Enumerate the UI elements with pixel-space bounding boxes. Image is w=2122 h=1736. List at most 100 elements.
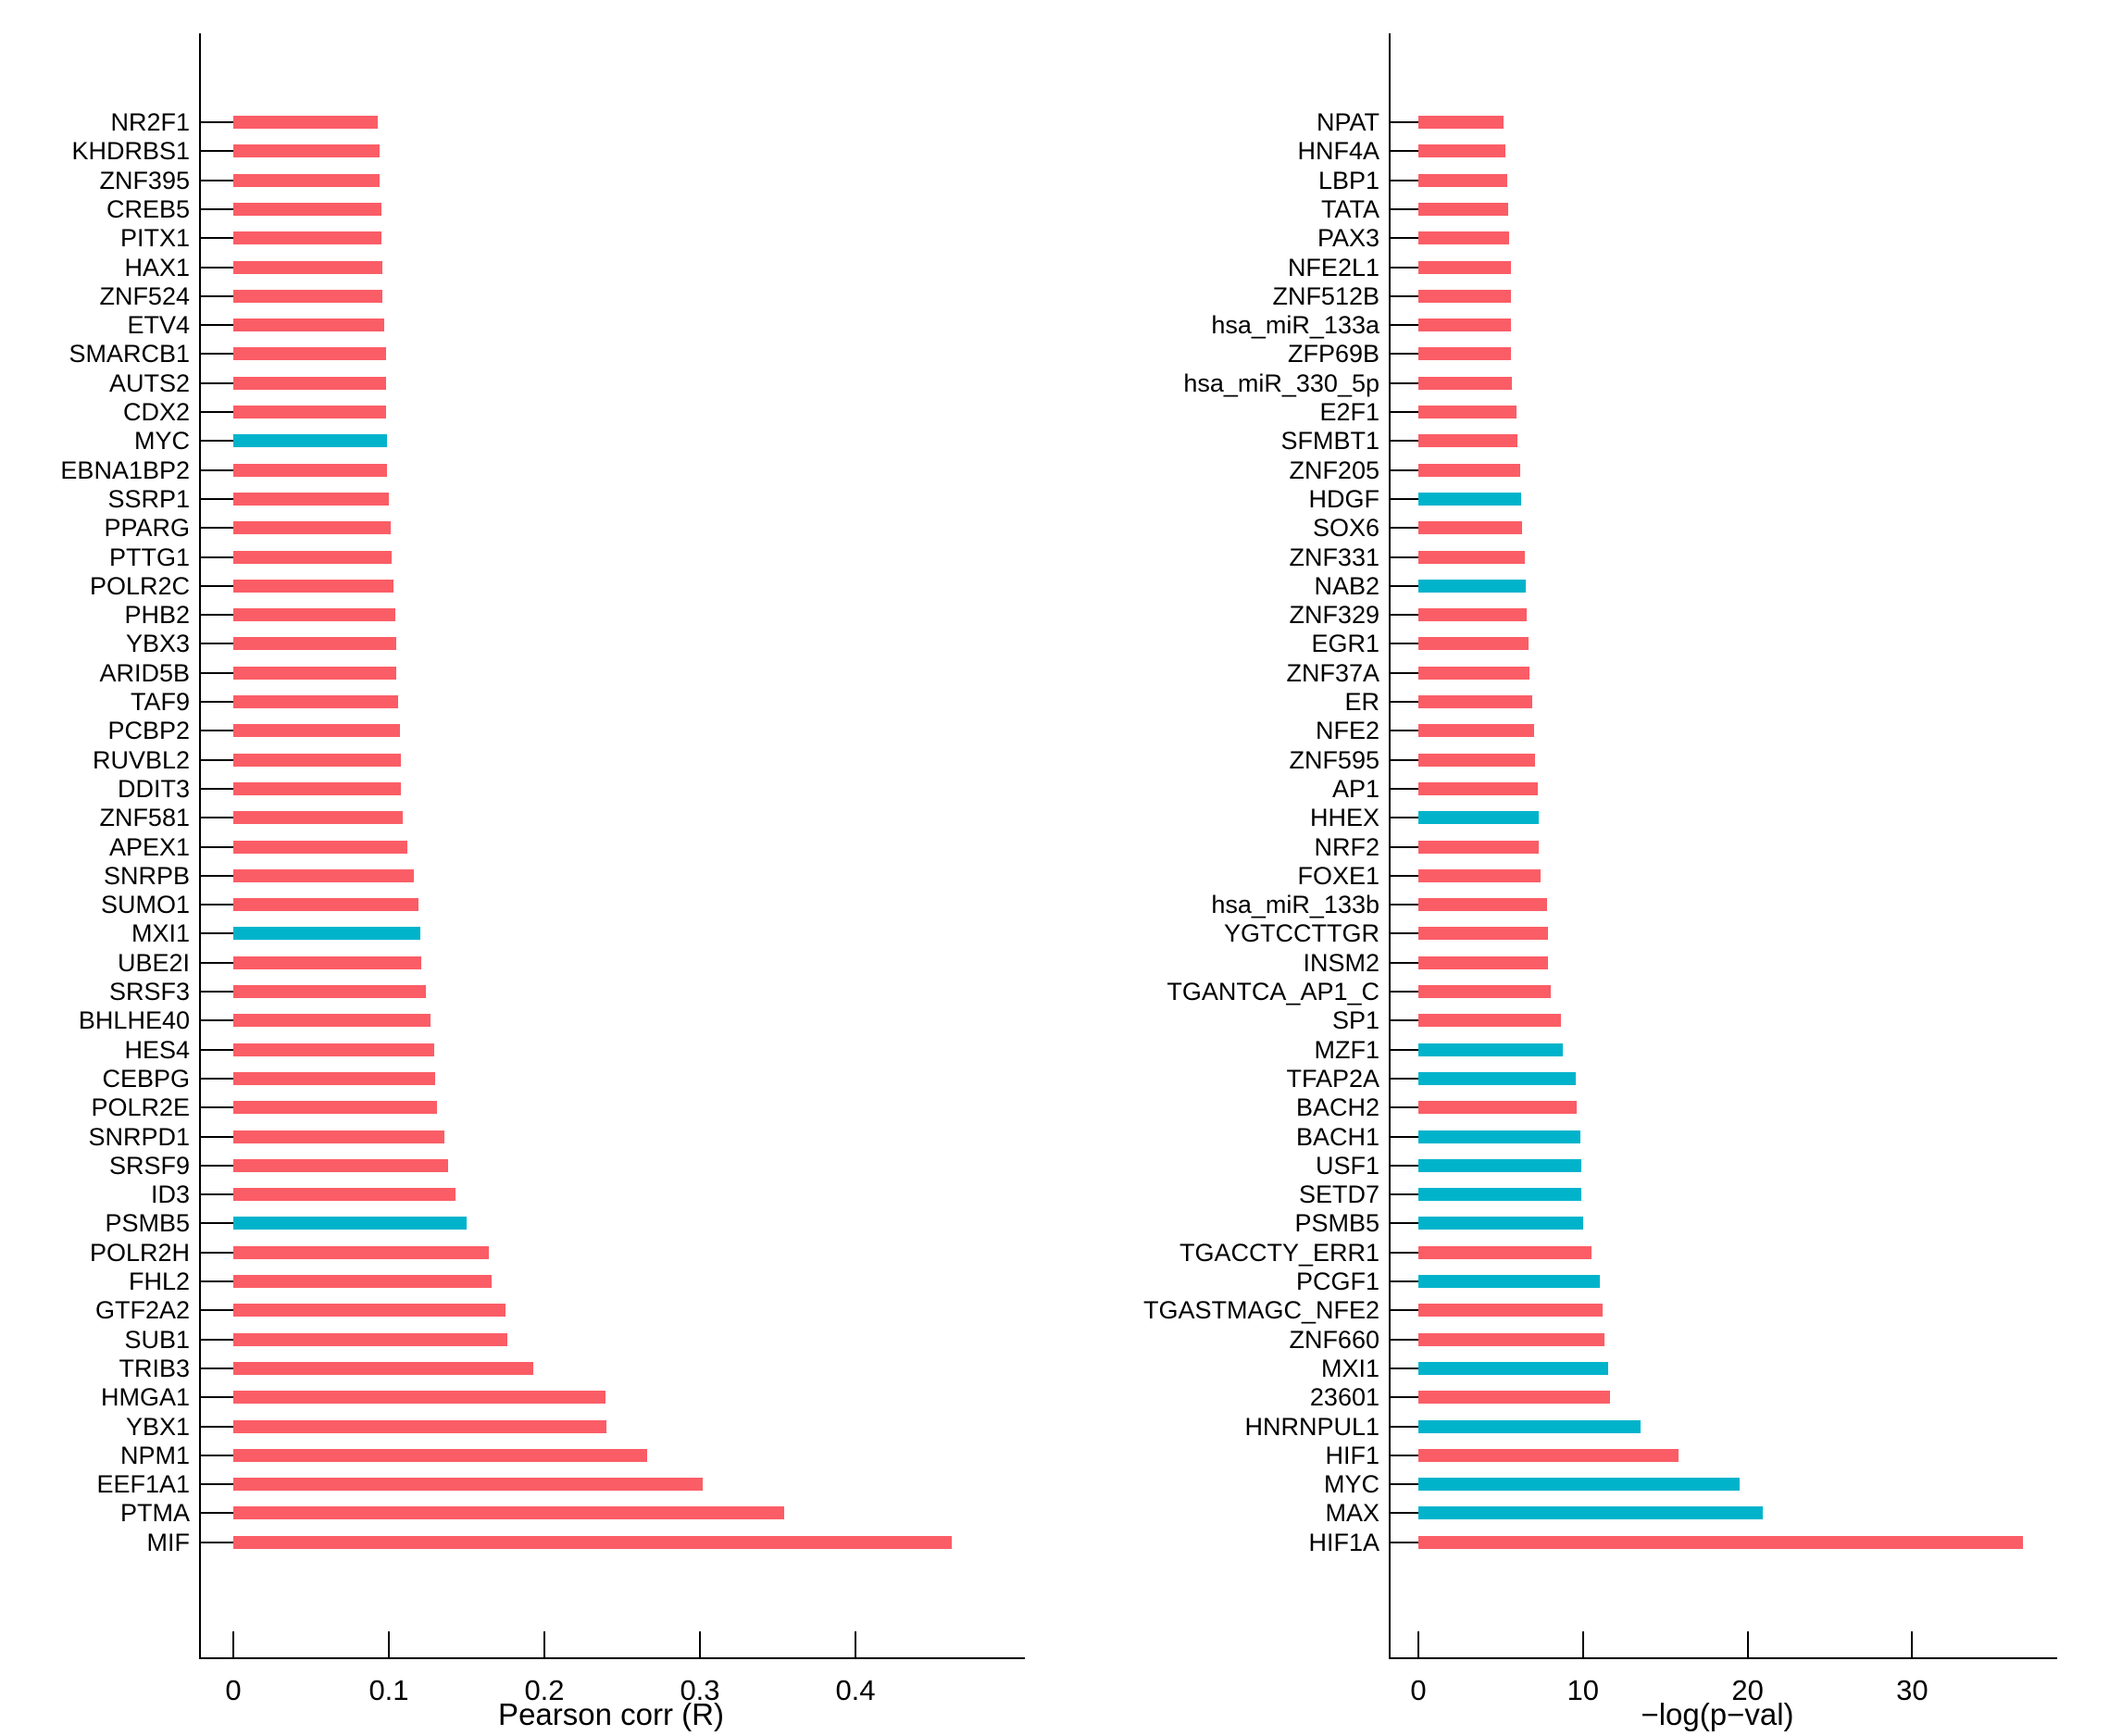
row-label-23601: 23601: [1309, 1383, 1379, 1412]
row-label-MYC: MYC: [134, 427, 190, 456]
row-label-POLR2E: POLR2E: [91, 1093, 190, 1122]
row-label-E2F1: E2F1: [1319, 398, 1379, 426]
bar-ARID5B: [233, 666, 397, 680]
y-axis-tick: [1389, 381, 1426, 384]
row-label-NFE2L1: NFE2L1: [1287, 253, 1379, 281]
row-label-HHEX: HHEX: [1309, 804, 1379, 832]
bar-ER: [1418, 695, 1532, 708]
row-label-PCGF1: PCGF1: [1295, 1268, 1379, 1295]
row-label-INSM2: INSM2: [1303, 948, 1379, 977]
row-label-PITX1: PITX1: [119, 224, 190, 253]
row-label-SMARCB1: SMARCB1: [69, 340, 190, 368]
row-label-MYC: MYC: [1324, 1470, 1379, 1499]
bar-SFMBT1: [1418, 434, 1517, 448]
row-label-ZNF512B: ZNF512B: [1272, 281, 1379, 310]
bar-ID3: [233, 1188, 456, 1202]
y-axis-tick: [199, 614, 236, 617]
bar-SMARCB1: [233, 347, 386, 361]
bar-POLR2E: [233, 1101, 438, 1115]
x-axis-tick: [1417, 1631, 1419, 1657]
row-label-ZNF660: ZNF660: [1289, 1325, 1379, 1354]
y-axis-tick: [199, 701, 236, 703]
y-axis-tick: [1389, 874, 1426, 877]
bar-KHDRBS1: [233, 144, 380, 158]
y-axis-tick: [1389, 324, 1426, 327]
y-axis-tick: [199, 961, 236, 964]
bar-NPM1: [233, 1448, 647, 1462]
y-axis-tick: [199, 179, 236, 181]
row-label-NPM1: NPM1: [119, 1441, 190, 1469]
y-axis-tick: [1389, 1367, 1426, 1369]
row-label-SUB1: SUB1: [124, 1325, 190, 1354]
bar-E2F1: [1418, 406, 1517, 418]
y-axis-tick: [1389, 497, 1426, 500]
bar-ZNF660: [1418, 1332, 1604, 1346]
row-label-PTTG1: PTTG1: [108, 543, 190, 571]
bar-PAX3: [1418, 231, 1509, 245]
y-axis-tick: [199, 904, 236, 906]
row-label-SOX6: SOX6: [1312, 514, 1379, 543]
bar-HHEX: [1418, 811, 1539, 825]
bar-APEX1: [233, 840, 408, 854]
bar-TAF9: [233, 695, 399, 708]
bar-YGTCCTTGR: [1418, 927, 1548, 941]
row-label-LBP1: LBP1: [1317, 166, 1379, 194]
y-axis-tick: [1389, 150, 1426, 153]
x-tick-label-0.3: 0.3: [680, 1674, 720, 1706]
bar-DDIT3: [233, 781, 402, 795]
bar-BACH1: [1418, 1130, 1581, 1143]
bar-PSMB5: [1418, 1217, 1583, 1230]
row-label-EBNA1BP2: EBNA1BP2: [60, 456, 190, 484]
bar-PITX1: [233, 231, 381, 245]
y-axis-tick: [1389, 266, 1426, 269]
bar-HMGA1: [233, 1391, 605, 1405]
bar-RUVBL2: [233, 753, 402, 767]
row-label-NRF2: NRF2: [1314, 832, 1379, 861]
y-axis-tick: [199, 671, 236, 674]
y-axis-tick: [199, 1483, 236, 1486]
y-axis-tick: [1389, 1425, 1426, 1428]
y-axis-tick: [199, 381, 236, 384]
row-label-EGR1: EGR1: [1311, 630, 1379, 658]
y-axis-tick: [1389, 584, 1426, 587]
row-label-USF1: USF1: [1315, 1151, 1379, 1180]
y-axis-tick: [1389, 1135, 1426, 1138]
bar-PCGF1: [1418, 1275, 1600, 1288]
y-axis-tick: [199, 1396, 236, 1399]
x-tick-label-0: 0: [225, 1674, 242, 1706]
y-axis-tick: [1389, 207, 1426, 210]
row-label-HIF1A: HIF1A: [1308, 1528, 1379, 1556]
y-axis-tick: [1389, 1019, 1426, 1022]
row-label-TRIB3: TRIB3: [119, 1354, 190, 1382]
y-axis-tick: [199, 1338, 236, 1341]
y-axis-tick: [1389, 411, 1426, 413]
bar-SUMO1: [233, 898, 418, 912]
bar-hsa_miR_133b: [1418, 898, 1547, 912]
y-axis-tick: [199, 207, 236, 210]
row-label-NFE2: NFE2: [1315, 717, 1379, 745]
row-label-FOXE1: FOXE1: [1297, 861, 1379, 890]
y-axis-tick: [1389, 527, 1426, 530]
bar-ZFP69B: [1418, 347, 1512, 361]
bar-LBP1: [1418, 173, 1507, 187]
bar-PTMA: [233, 1506, 784, 1520]
row-label-SFMBT1: SFMBT1: [1280, 427, 1379, 456]
x-axis-tick: [232, 1631, 234, 1657]
row-label-HES4: HES4: [124, 1035, 190, 1064]
bar-HES4: [233, 1043, 434, 1056]
bar-HNF4A: [1418, 144, 1506, 158]
bar-AP1: [1418, 781, 1538, 795]
y-axis-tick: [1389, 1106, 1426, 1109]
y-axis-tick: [1389, 1164, 1426, 1167]
y-axis-tick: [199, 1367, 236, 1369]
bar-CEBPG: [233, 1071, 436, 1085]
bar-PCBP2: [233, 724, 400, 738]
row-label-TGACCTY_ERR1: TGACCTY_ERR1: [1179, 1238, 1379, 1267]
bar-CREB5: [233, 202, 381, 216]
bar-MYC: [1418, 1478, 1740, 1492]
bar-hsa_miR_133a: [1418, 318, 1511, 332]
y-axis-tick: [199, 1135, 236, 1138]
bar-NFE2: [1418, 724, 1535, 738]
bar-UBE2I: [233, 955, 422, 969]
